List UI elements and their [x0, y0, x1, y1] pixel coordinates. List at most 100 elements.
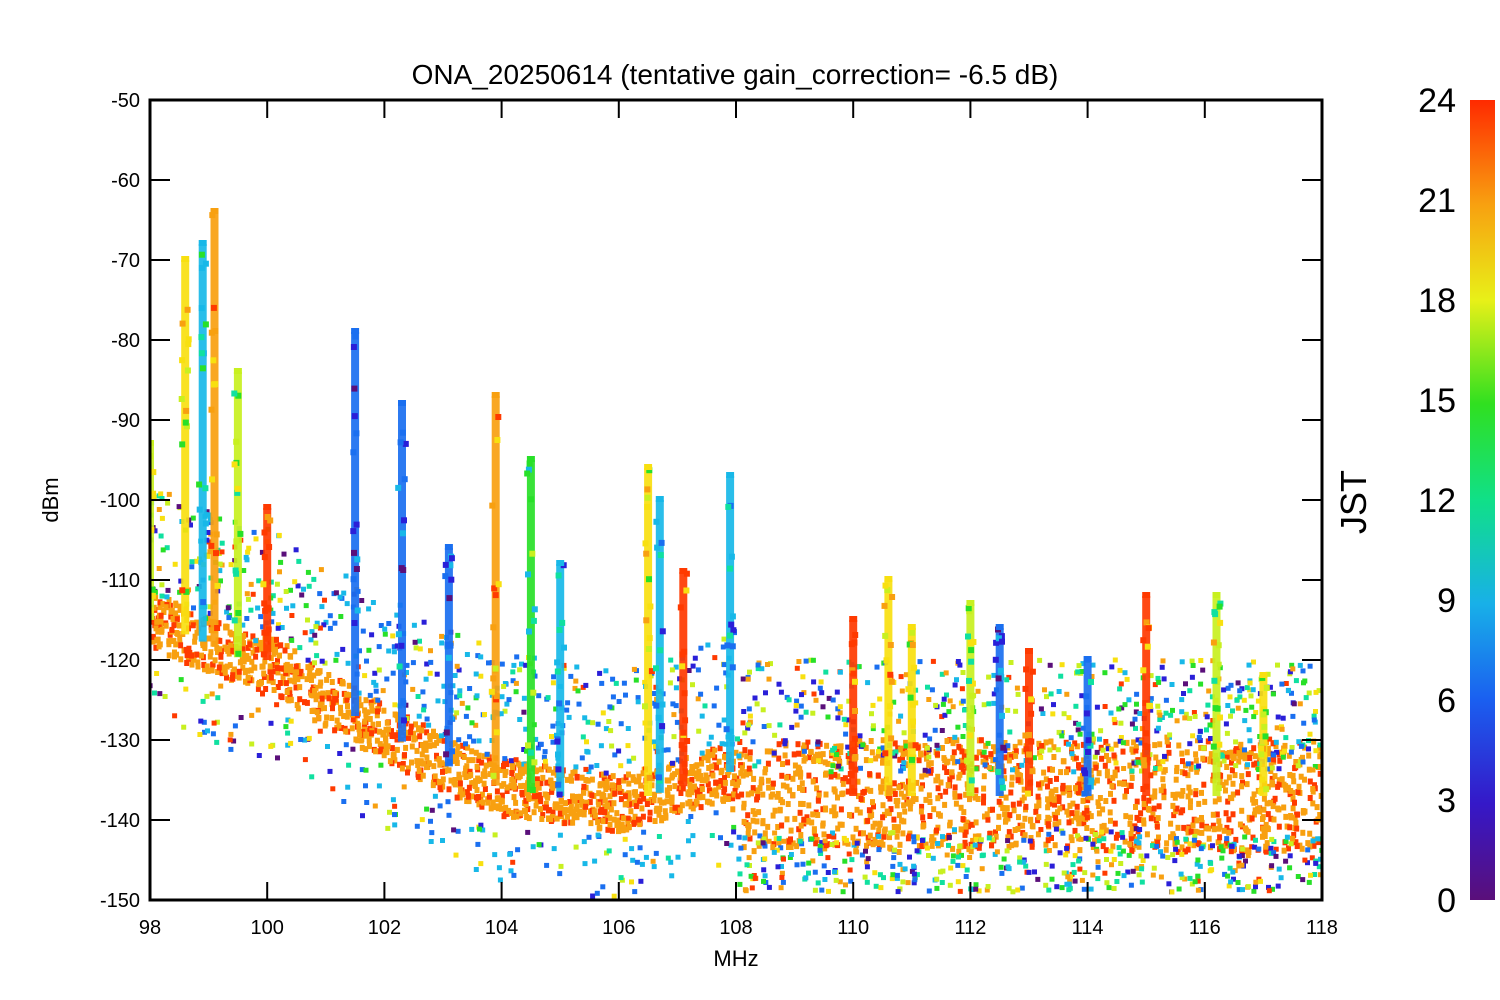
data-point [391, 649, 397, 655]
data-point [668, 859, 674, 865]
data-point [165, 500, 171, 506]
data-point [327, 613, 333, 619]
data-point [570, 793, 575, 800]
data-point [766, 784, 772, 791]
data-point [1120, 740, 1126, 746]
data-point [622, 836, 628, 842]
data-point [901, 818, 907, 825]
data-point [454, 710, 460, 716]
data-point [837, 704, 843, 710]
y-tick-label: -130 [100, 730, 140, 752]
data-point [840, 780, 846, 787]
data-point [981, 702, 987, 708]
data-point [1090, 841, 1096, 847]
data-point [464, 789, 470, 796]
data-point [1180, 788, 1186, 794]
peak-point [965, 633, 971, 640]
data-point [1178, 871, 1184, 877]
data-point [830, 747, 836, 753]
data-point [514, 813, 520, 820]
data-point [1274, 749, 1280, 755]
data-point [939, 728, 945, 733]
data-point [244, 591, 250, 597]
data-point [784, 783, 790, 790]
peak-point [851, 735, 858, 742]
data-point [869, 749, 875, 756]
data-point [392, 803, 398, 809]
data-point [1290, 666, 1296, 672]
peak-point [210, 357, 217, 364]
data-point [906, 833, 912, 839]
data-point [771, 841, 777, 848]
peak-point [1023, 666, 1030, 673]
data-point [633, 803, 639, 810]
data-point [1029, 822, 1035, 829]
data-point [835, 794, 840, 801]
data-point [550, 784, 556, 791]
data-point [972, 833, 978, 840]
data-point [295, 705, 301, 712]
data-point [947, 819, 953, 826]
peak-point [967, 732, 974, 739]
data-point [279, 625, 285, 630]
data-point [949, 769, 955, 776]
data-point [1253, 837, 1258, 843]
data-point [1230, 708, 1235, 714]
data-point [1187, 789, 1193, 796]
data-point [895, 745, 901, 752]
data-point [998, 864, 1004, 870]
peak-point [529, 787, 536, 793]
data-point [1133, 838, 1139, 844]
data-point [1248, 750, 1254, 756]
data-point [1138, 853, 1144, 859]
peak-point [202, 260, 209, 267]
data-point [295, 583, 301, 589]
peak-marker [181, 256, 190, 262]
data-point [911, 834, 917, 840]
data-point [563, 800, 568, 807]
data-point [1156, 803, 1162, 810]
data-point [1287, 791, 1293, 798]
peak-streak [1212, 596, 1221, 796]
data-point [1079, 784, 1085, 791]
data-point [900, 879, 906, 885]
peak-point [907, 694, 914, 701]
data-point [822, 759, 828, 766]
data-point [1224, 754, 1230, 760]
data-point [842, 858, 848, 864]
data-point [375, 697, 381, 703]
data-point [177, 603, 183, 610]
data-point [638, 878, 644, 884]
data-point [812, 869, 818, 875]
data-point [689, 777, 695, 783]
data-point [1187, 804, 1193, 811]
data-point [455, 632, 461, 638]
data-point [416, 768, 422, 774]
data-point [735, 793, 741, 800]
data-point [1282, 748, 1288, 754]
data-point [1134, 798, 1140, 805]
data-point [1168, 712, 1174, 718]
data-point [288, 740, 294, 746]
data-point [1273, 846, 1279, 852]
data-point [1225, 873, 1231, 879]
data-point [1233, 739, 1239, 745]
data-point [690, 805, 696, 812]
data-point [798, 714, 804, 720]
data-point [632, 813, 638, 820]
data-point [573, 844, 579, 850]
data-point [955, 862, 961, 868]
data-point [421, 619, 427, 625]
data-point [761, 867, 767, 873]
data-point [825, 855, 831, 861]
peak-point [143, 570, 149, 576]
data-point [1016, 763, 1022, 769]
data-point [782, 741, 788, 747]
data-point [880, 778, 886, 785]
data-point [1275, 714, 1281, 720]
data-point [609, 743, 615, 749]
data-point [378, 623, 384, 628]
data-point [218, 653, 224, 660]
x-tick-label: 98 [139, 917, 161, 939]
data-point [362, 725, 367, 732]
